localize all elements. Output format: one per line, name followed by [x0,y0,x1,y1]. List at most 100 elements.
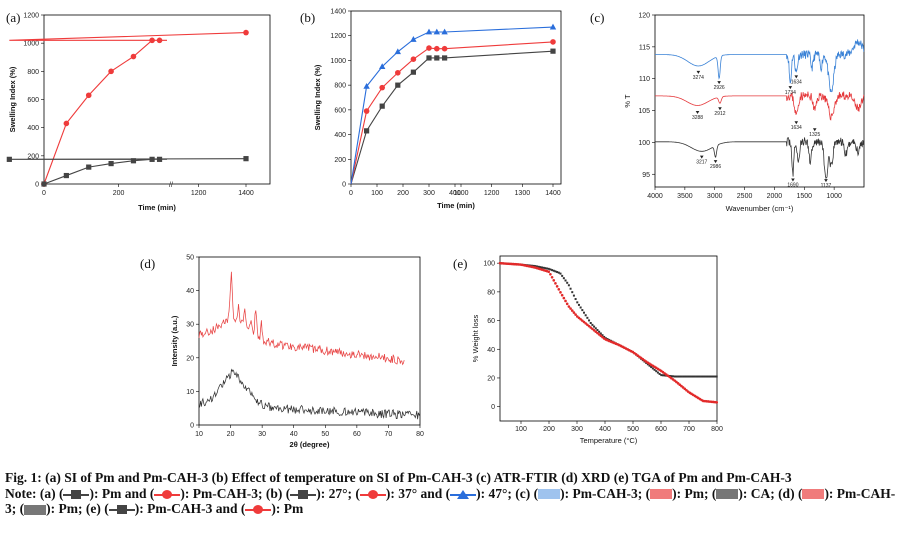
tga-point-pmcah [653,368,656,371]
tga-point-pmcah [692,375,695,378]
xtick-label-b: 400 [449,190,461,197]
data-point-a [130,158,137,164]
ylabel-c: % T [623,94,632,108]
data-point-b [410,36,417,42]
data-point-a [149,156,155,162]
tga-point-pmcah [586,316,589,319]
ytick-label-a: 600 [27,97,39,104]
tga-point-pmcah [673,375,676,378]
ytick-label-d: 40 [186,288,194,295]
xtick-label-c: 3500 [677,193,693,200]
tga-point-pm [550,276,554,279]
data-point-b [394,48,401,55]
data-point-b [379,103,385,109]
xtick-label-a: 200 [113,190,125,197]
xtick-label-b: 1100 [453,190,468,197]
tga-point-pmcah [714,375,717,378]
ytick-label-b: 400 [334,132,346,139]
tga-point-pmcah [663,374,666,377]
tga-point-pm [565,302,569,306]
ytick-label-e: 100 [483,261,495,268]
data-point-b [441,45,448,52]
xtick-label-d: 70 [385,431,393,438]
ytick-label-c: 95 [642,172,650,179]
xtick-label-d: 80 [416,431,424,438]
ytick-label-a: 800 [27,69,39,76]
xtick-label-e: 500 [627,426,639,433]
tga-point-pmcah [535,265,538,268]
tga-point-pm [547,270,551,273]
peak-arrow-c [718,107,722,111]
tga-point-pm [549,272,552,276]
data-point-a [41,181,47,187]
xtick-label-b: 0 [349,190,353,197]
ytick-label-e: 0 [491,404,495,411]
tga-point-pmcah [584,314,587,317]
xtick-label-b: 100 [371,190,383,197]
tga-point-pmcah [658,372,661,375]
peak-arrow-c [794,75,799,79]
data-point-a [86,164,92,170]
data-point-a [156,37,163,44]
tga-point-pm [560,293,564,297]
peak-arrow-c [791,178,795,182]
tga-point-pmcah [604,337,607,340]
data-point-a [108,160,114,167]
tga-point-pmcah [551,269,554,272]
tga-point-pmcah [566,281,569,284]
ytick-label-e: 80 [487,289,495,296]
tga-point-pm [569,307,572,310]
tga-point-pmcah [594,327,597,330]
tga-point-pmcah [650,366,653,369]
tga-point-pmcah [712,375,715,378]
tga-point-pmcah [534,265,537,268]
tga-point-pmcah [583,311,585,314]
tga-point-pmcah [709,375,711,378]
xtick-label-d: 50 [321,431,329,438]
tga-point-pmcah [700,375,703,378]
legend-key-37 [359,489,386,499]
data-point-b [434,55,440,61]
panel-label-c: (c) [590,10,604,25]
tga-point-pmcah [693,375,696,378]
data-point-a [130,53,137,60]
plot-frame-d [198,256,421,426]
data-point-b [410,69,416,75]
legend-swatch-ftir-pmcah [538,489,561,500]
tga-point-pmcah [645,361,648,364]
ytick-label-c: 120 [638,13,650,20]
ytick-label-c: 100 [638,140,650,147]
tga-point-pmcah [601,334,604,337]
peak-label-c: 2986 [710,164,721,170]
xrd-series-pmcah [198,271,405,366]
tga-point-pmcah [687,375,690,378]
tga-point-pmcah [698,375,701,378]
tga-point-pmcah [648,364,651,367]
panel-label-e: (e) [453,256,467,271]
legend-swatch-ftir-pm [650,489,673,500]
xtick-label-c: 4000 [647,193,663,200]
peak-arrow-c [824,179,828,183]
xtick-label-e: 700 [683,426,695,433]
tga-point-pmcah [598,330,601,333]
data-point-b [395,82,401,88]
data-point-a [149,37,155,44]
data-point-a [63,120,70,127]
tga-point-pmcah [715,375,718,378]
tga-point-pmcah [547,267,550,270]
data-point-a [6,156,12,162]
tga-point-pmcah [546,267,549,270]
data-point-b [379,84,386,91]
xtick-label-a: 0 [42,190,46,197]
legend-swatch-xrd-pmcah [802,489,825,500]
peak-arrow-c [717,81,721,85]
xtick-label-e: 400 [599,426,611,433]
tga-point-pmcah [655,370,658,373]
panel-label-b: (b) [300,10,315,25]
xtick-label-e: 300 [571,426,583,433]
ytick-label-b: 600 [334,107,346,114]
tga-point-pmcah [561,274,564,277]
xtick-label-b: 1300 [515,190,531,197]
tga-point-pmcah [702,375,705,378]
tga-point-pmcah [539,266,542,269]
